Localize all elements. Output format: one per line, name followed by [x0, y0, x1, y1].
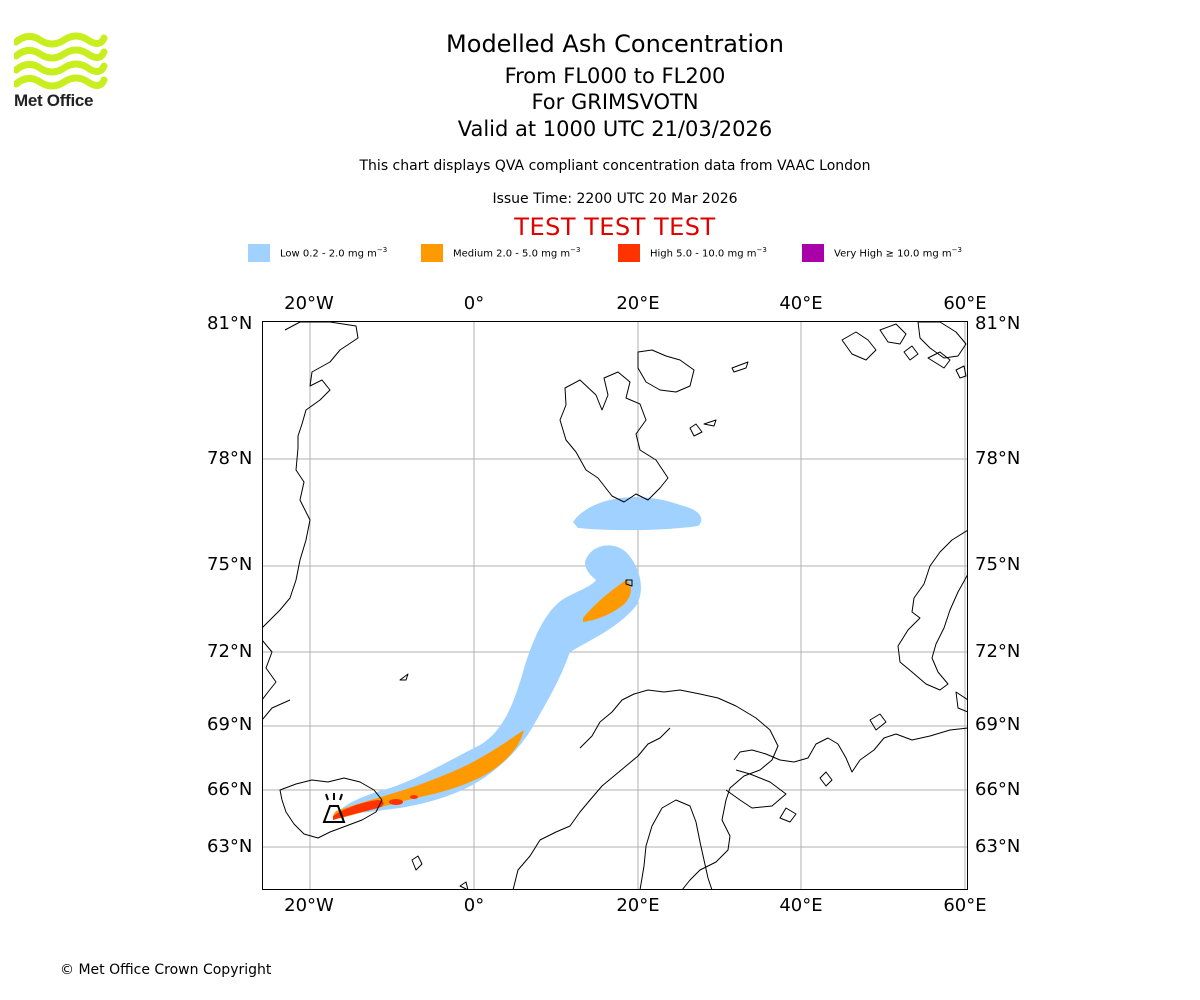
issue-time: Issue Time: 2200 UTC 20 Mar 2026	[492, 191, 738, 207]
legend-swatch-medium	[421, 244, 443, 262]
lon-label-bottom-20e: 20°E	[616, 895, 660, 916]
lat-label-right-69n: 69°N	[975, 714, 1021, 735]
ash-map	[262, 321, 968, 890]
lat-label-left-75n: 75°N	[207, 554, 253, 575]
lat-label-right-72n: 72°N	[975, 641, 1021, 662]
lat-label-left-66n: 66°N	[207, 779, 253, 800]
lat-label-right-63n: 63°N	[975, 836, 1021, 857]
legend-swatch-low	[248, 244, 270, 262]
valid-time: Valid at 1000 UTC 21/03/2026	[457, 117, 773, 141]
lat-label-left-72n: 72°N	[207, 641, 253, 662]
volcano-name: For GRIMSVOTN	[531, 90, 699, 114]
logo-text: Met Office	[14, 91, 94, 110]
legend-label-medium: Medium 2.0 - 5.0 mg m−3	[453, 246, 581, 260]
flight-levels: From FL000 to FL200	[504, 64, 726, 88]
lon-label-bottom-60e: 60°E	[943, 895, 987, 916]
lon-label-top-20e: 20°E	[616, 293, 660, 314]
lat-label-right-81n: 81°N	[975, 313, 1021, 334]
legend-swatch-high	[618, 244, 640, 262]
qva-note: This chart displays QVA compliant concen…	[359, 158, 871, 174]
lon-label-top-0: 0°	[463, 293, 485, 314]
lon-label-top-20w: 20°W	[284, 293, 334, 314]
lat-label-left-81n: 81°N	[207, 313, 253, 334]
legend-swatch-very-high	[802, 244, 824, 262]
copyright-notice: © Met Office Crown Copyright	[60, 962, 272, 978]
legend-label-low: Low 0.2 - 2.0 mg m−3	[280, 246, 388, 260]
legend-label-very-high: Very High ≥ 10.0 mg m−3	[834, 246, 962, 260]
lon-label-bottom-0: 0°	[463, 895, 485, 916]
lon-label-bottom-40e: 40°E	[779, 895, 823, 916]
lat-label-right-75n: 75°N	[975, 554, 1021, 575]
legend-label-high: High 5.0 - 10.0 mg m−3	[650, 246, 767, 260]
map-frame	[262, 321, 968, 890]
lon-label-top-40e: 40°E	[779, 293, 823, 314]
lat-label-right-66n: 66°N	[975, 779, 1021, 800]
volcano-icon	[322, 793, 346, 823]
lat-label-left-78n: 78°N	[207, 448, 253, 469]
logo-waves	[14, 32, 108, 90]
test-banner: TEST TEST TEST	[514, 213, 716, 241]
lon-label-bottom-20w: 20°W	[284, 895, 334, 916]
lat-label-left-63n: 63°N	[207, 836, 253, 857]
ash-high-concentration	[333, 795, 418, 820]
lat-label-left-69n: 69°N	[207, 714, 253, 735]
lon-label-top-60e: 60°E	[943, 293, 987, 314]
chart-title: Modelled Ash Concentration	[446, 30, 784, 58]
ash-low-concentration	[337, 497, 702, 815]
lat-label-right-78n: 78°N	[975, 448, 1021, 469]
met-office-logo-icon	[14, 32, 108, 90]
coastlines	[262, 321, 968, 890]
